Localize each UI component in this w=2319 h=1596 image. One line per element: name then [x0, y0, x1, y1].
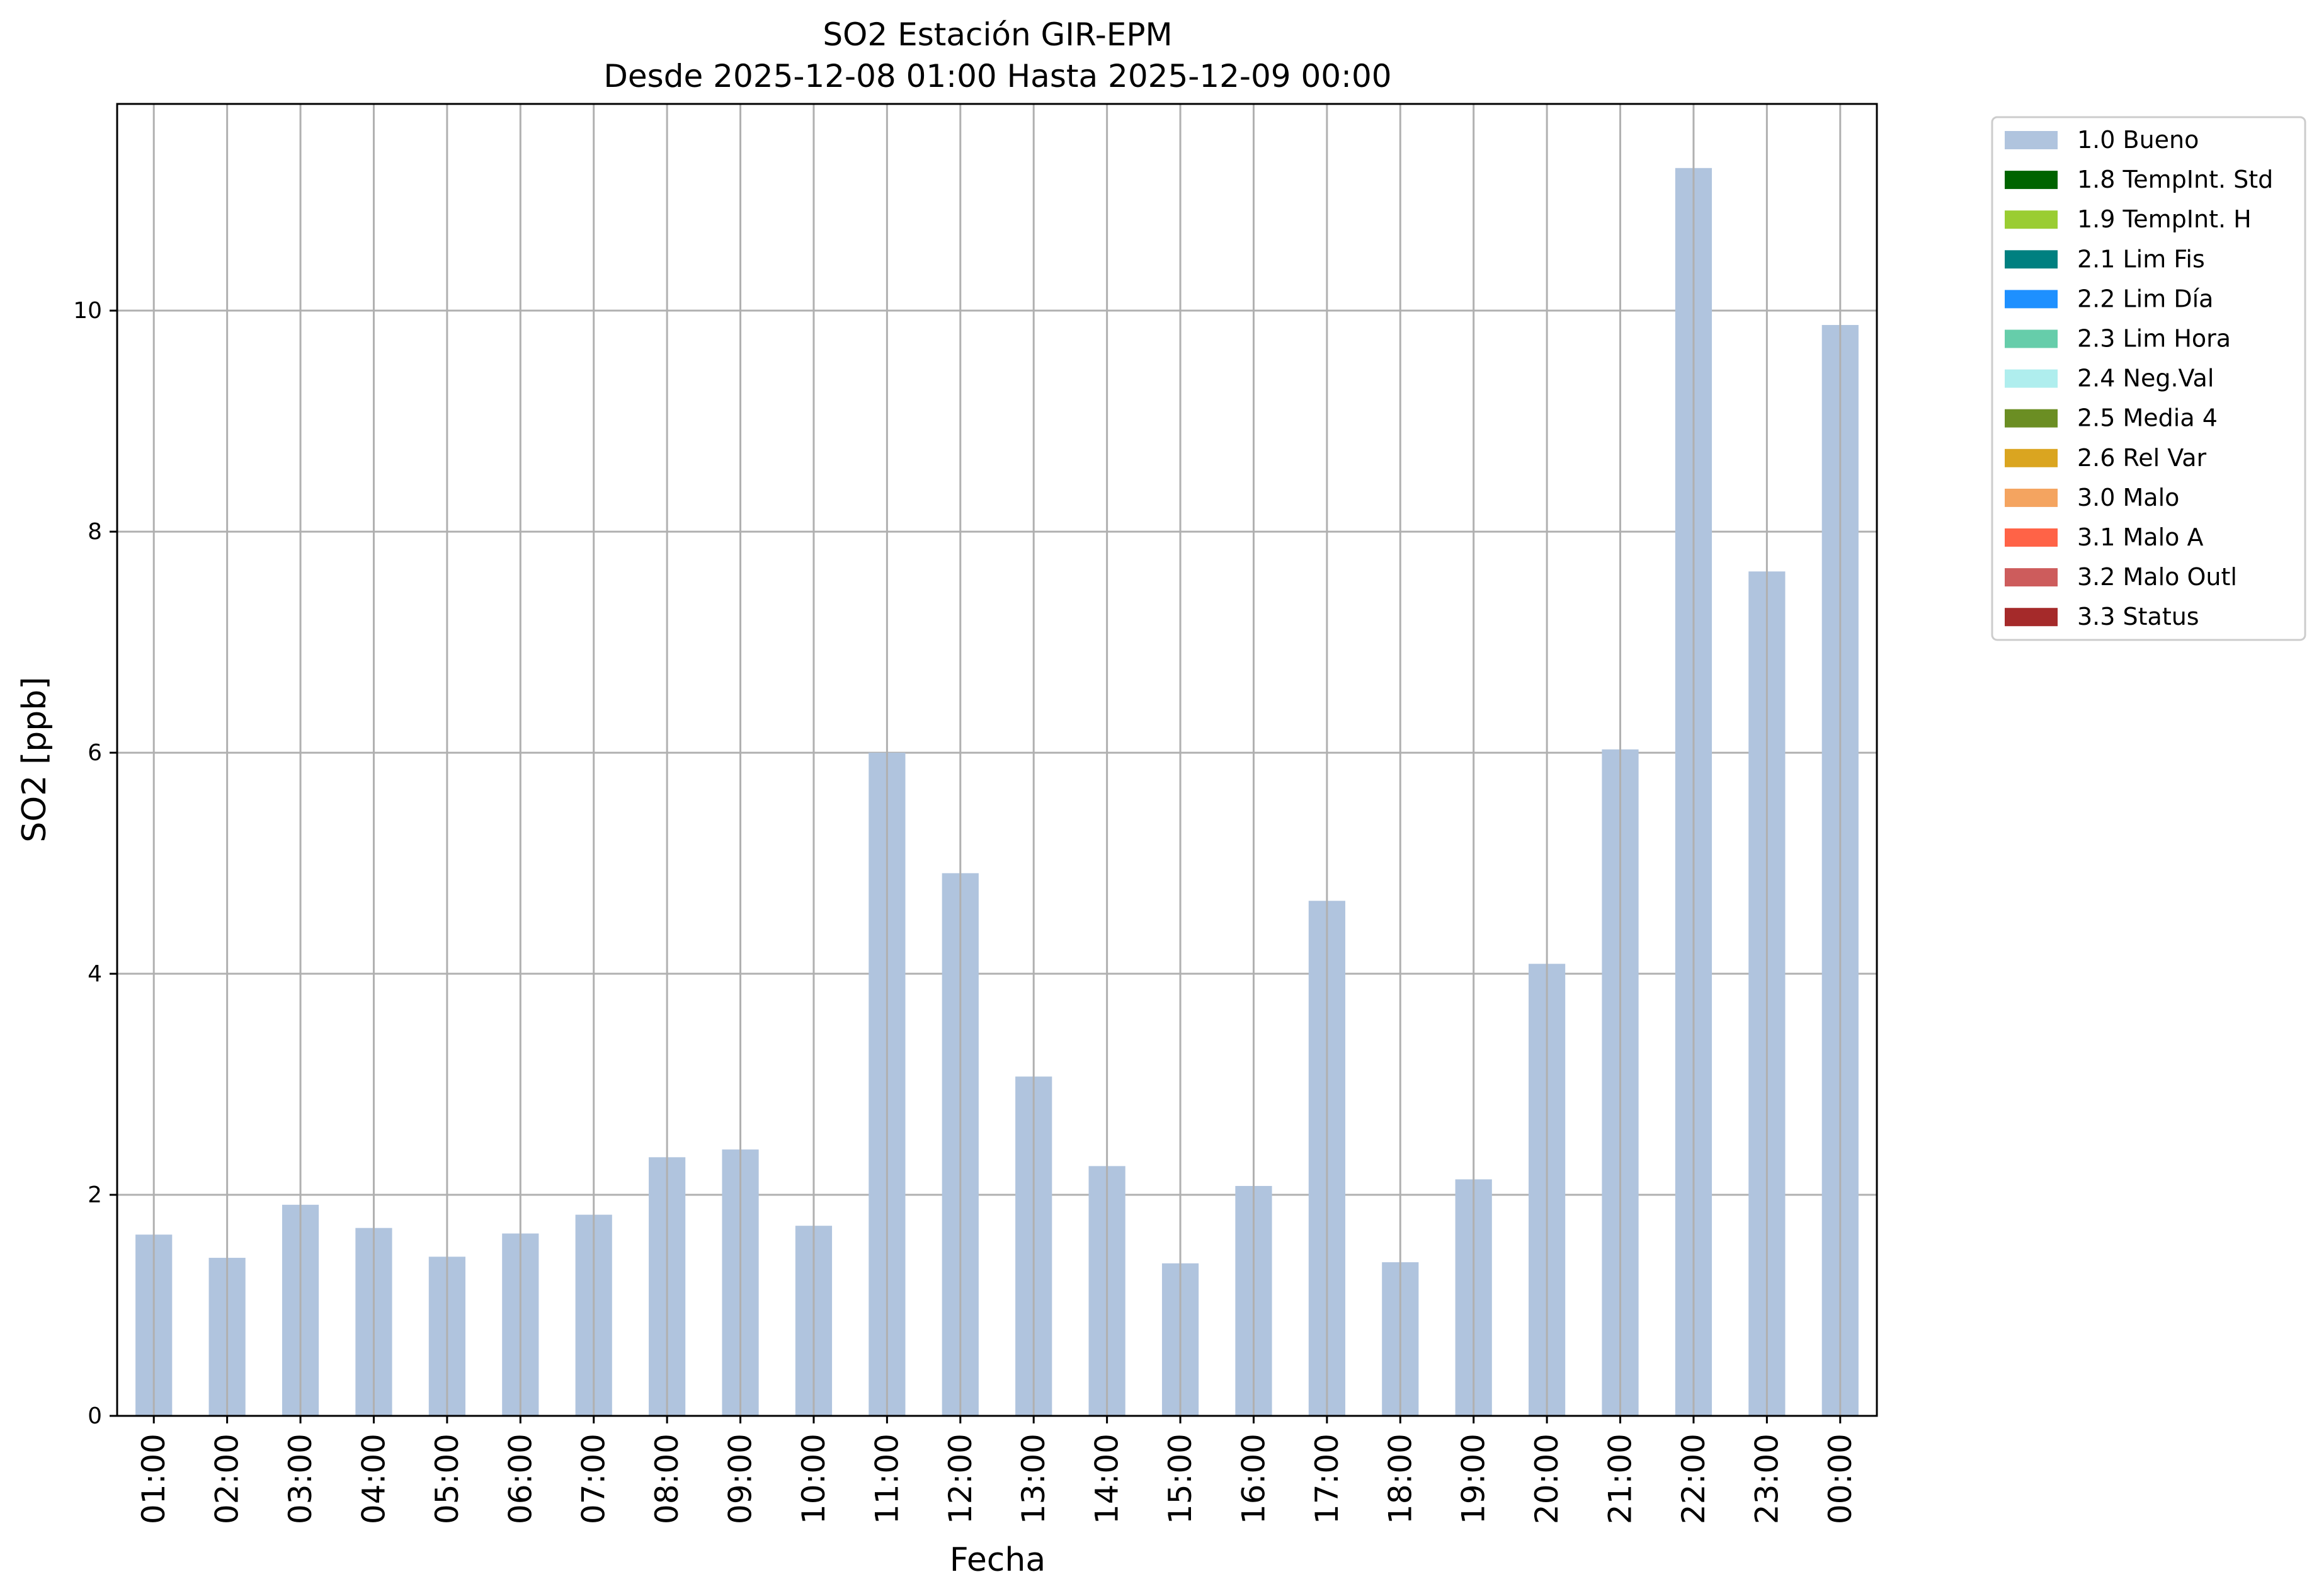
bars — [135, 168, 1859, 1416]
legend-label: 2.1 Lim Fis — [2077, 245, 2205, 273]
x-tick-label: 07:00 — [576, 1434, 612, 1524]
legend-swatch — [2005, 131, 2058, 149]
legend-label: 3.1 Malo A — [2077, 523, 2203, 551]
x-tick-label: 04:00 — [355, 1434, 392, 1524]
legend-swatch — [2005, 608, 2058, 627]
x-tick-label: 10:00 — [795, 1434, 832, 1524]
x-tick-label: 21:00 — [1602, 1434, 1639, 1524]
x-tick-label: 12:00 — [942, 1434, 979, 1524]
legend-box — [1991, 116, 2306, 641]
y-tick-label: 6 — [88, 740, 102, 766]
x-tick-label: 06:00 — [502, 1434, 538, 1524]
legend-swatch — [2005, 528, 2058, 547]
legend-swatch — [2005, 409, 2058, 428]
legend-label: 3.0 Malo — [2077, 484, 2179, 511]
legend-swatch — [2005, 369, 2058, 388]
y-tick-label: 8 — [88, 519, 102, 545]
legend-label: 1.8 TempInt. Std — [2077, 166, 2273, 193]
vertical-grid-lines — [152, 104, 1842, 1416]
legend-swatch — [2005, 329, 2058, 348]
legend-label: 3.3 Status — [2077, 603, 2199, 630]
x-tick-label: 05:00 — [429, 1434, 465, 1524]
legend-label: 2.3 Lim Hora — [2077, 325, 2231, 353]
chart-subtitle: Desde 2025-12-08 01:00 Hasta 2025-12-09 … — [603, 58, 1391, 94]
x-axis: 01:00 02:00 03:00 04:00 05:00 06:00 07:00 08:00… — [135, 1416, 1859, 1524]
legend-label: 2.2 Lim Día — [2077, 285, 2213, 312]
x-axis-label: Fecha — [950, 1541, 1046, 1579]
y-tick-label: 0 — [88, 1403, 102, 1429]
legend-label: 1.0 Bueno — [2077, 126, 2199, 154]
legend: 1.0 Bueno 1.8 TempInt. Std 1.9 TempInt. H 2… — [1991, 116, 2306, 641]
x-tick-label: 00:00 — [1822, 1434, 1859, 1524]
legend-label: 2.4 Neg.Val — [2077, 365, 2214, 392]
y-tick-label: 4 — [88, 961, 102, 987]
x-tick-label: 19:00 — [1456, 1434, 1492, 1524]
x-tick-label: 03:00 — [282, 1434, 319, 1524]
x-tick-label: 22:00 — [1675, 1434, 1712, 1524]
x-tick-label: 09:00 — [722, 1434, 759, 1524]
x-tick-label: 14:00 — [1089, 1434, 1125, 1524]
legend-swatch — [2005, 250, 2058, 269]
y-axis-label: SO2 [ppb] — [16, 676, 54, 842]
legend-label: 2.6 Rel Var — [2077, 444, 2207, 472]
legend-swatch — [2005, 568, 2058, 587]
legend-swatch — [2005, 290, 2058, 309]
x-tick-label: 01:00 — [135, 1434, 172, 1524]
x-tick-label: 18:00 — [1382, 1434, 1418, 1524]
chart-title: SO2 Estación GIR-EPM — [823, 16, 1172, 53]
x-tick-label: 23:00 — [1748, 1434, 1785, 1524]
x-tick-label: 08:00 — [649, 1434, 685, 1524]
x-tick-label: 16:00 — [1235, 1434, 1272, 1524]
x-tick-label: 02:00 — [209, 1434, 246, 1524]
legend-label: 3.2 Malo Outl — [2077, 563, 2237, 591]
legend-swatch — [2005, 171, 2058, 190]
y-tick-label: 10 — [73, 298, 102, 324]
legend-swatch — [2005, 488, 2058, 507]
legend-entries: 1.0 Bueno 1.8 TempInt. Std 1.9 TempInt. H 2… — [2005, 126, 2273, 630]
legend-label: 2.5 Media 4 — [2077, 404, 2218, 432]
x-tick-label: 11:00 — [869, 1434, 905, 1524]
x-tick-label: 13:00 — [1015, 1434, 1052, 1524]
legend-swatch — [2005, 210, 2058, 229]
plot-frame — [116, 103, 1878, 1417]
x-tick-label: 20:00 — [1529, 1434, 1565, 1524]
y-axis: 0 2 4 6 8 10 — [73, 298, 117, 1429]
legend-label: 1.9 TempInt. H — [2077, 205, 2252, 233]
x-tick-label: 17:00 — [1309, 1434, 1345, 1524]
y-tick-label: 2 — [88, 1182, 102, 1208]
x-tick-label: 15:00 — [1162, 1434, 1199, 1524]
legend-swatch — [2005, 448, 2058, 467]
